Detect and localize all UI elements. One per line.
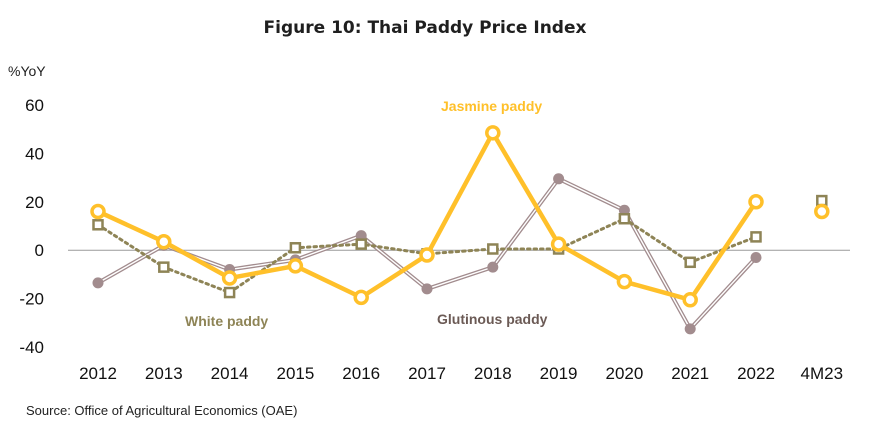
- point-jasmine-paddy: [353, 289, 369, 306]
- x-tick-label: 2016: [342, 364, 380, 383]
- y-tick-label: -20: [19, 290, 44, 309]
- x-tick-label: 2012: [79, 364, 117, 383]
- point-jasmine-paddy: [485, 125, 501, 141]
- point-jasmine-paddy: [682, 292, 698, 308]
- point-white-paddy: [750, 231, 762, 243]
- x-tick-label: 2019: [540, 364, 578, 383]
- x-tick-label: 2014: [211, 364, 249, 383]
- point-glutinous-paddy: [487, 261, 499, 273]
- point-white-paddy: [92, 219, 104, 231]
- x-tick-label: 2022: [737, 364, 775, 383]
- x-tick-label: 2015: [276, 364, 314, 383]
- y-tick-label: -40: [19, 338, 44, 357]
- x-tick-label: 4M23: [801, 364, 844, 383]
- source-note: Source: Office of Agricultural Economics…: [26, 403, 297, 418]
- x-tick-label: 2018: [474, 364, 512, 383]
- point-jasmine-paddy: [419, 247, 435, 263]
- y-axis-label: %YoY: [8, 63, 46, 79]
- point-white-paddy: [223, 286, 236, 299]
- y-tick-label: 0: [35, 241, 44, 260]
- point-jasmine-paddy: [156, 233, 172, 250]
- point-jasmine-paddy: [814, 203, 830, 220]
- point-jasmine-paddy: [287, 258, 304, 274]
- point-glutinous-paddy: [421, 283, 433, 295]
- y-tick-label: 20: [25, 193, 44, 212]
- annotation-glutinous-paddy: Glutinous paddy: [437, 311, 548, 327]
- x-tick-label: 2020: [605, 364, 643, 383]
- point-white-paddy: [487, 243, 499, 255]
- point-jasmine-paddy: [221, 270, 238, 286]
- point-glutinous-paddy: [92, 277, 104, 289]
- point-jasmine-paddy: [550, 236, 567, 252]
- point-jasmine-paddy: [748, 194, 764, 210]
- series-white-paddy: [92, 194, 828, 299]
- series-line-jasmine-paddy: [97, 130, 758, 303]
- point-white-paddy: [289, 242, 302, 254]
- point-glutinous-paddy: [553, 173, 565, 185]
- annotation-jasmine-paddy: Jasmine paddy: [441, 98, 542, 114]
- point-glutinous-paddy: [684, 323, 696, 335]
- point-jasmine-paddy: [90, 203, 106, 220]
- x-ticks: 2012 2013 2014 2015 2016 2017 2018 2019 2020 2021…: [79, 364, 843, 383]
- x-tick-label: 2013: [145, 364, 183, 383]
- point-white-paddy: [618, 212, 631, 225]
- annotation-white-paddy: White paddy: [185, 313, 268, 329]
- point-white-paddy: [158, 261, 170, 273]
- point-white-paddy: [355, 238, 367, 250]
- y-tick-label: 40: [25, 144, 44, 163]
- y-tick-label: 60: [25, 96, 44, 115]
- x-tick-label: 2021: [671, 364, 709, 383]
- series-jasmine-paddy: [90, 125, 830, 308]
- point-glutinous-paddy: [750, 251, 762, 263]
- point-white-paddy: [684, 256, 696, 269]
- point-jasmine-paddy: [616, 273, 633, 290]
- x-tick-label: 2017: [408, 364, 446, 383]
- y-ticks: 60 40 20 0 -20 -40: [19, 96, 44, 357]
- chart-title: Figure 10: Thai Paddy Price Index: [264, 18, 587, 38]
- series-layer: [90, 125, 830, 335]
